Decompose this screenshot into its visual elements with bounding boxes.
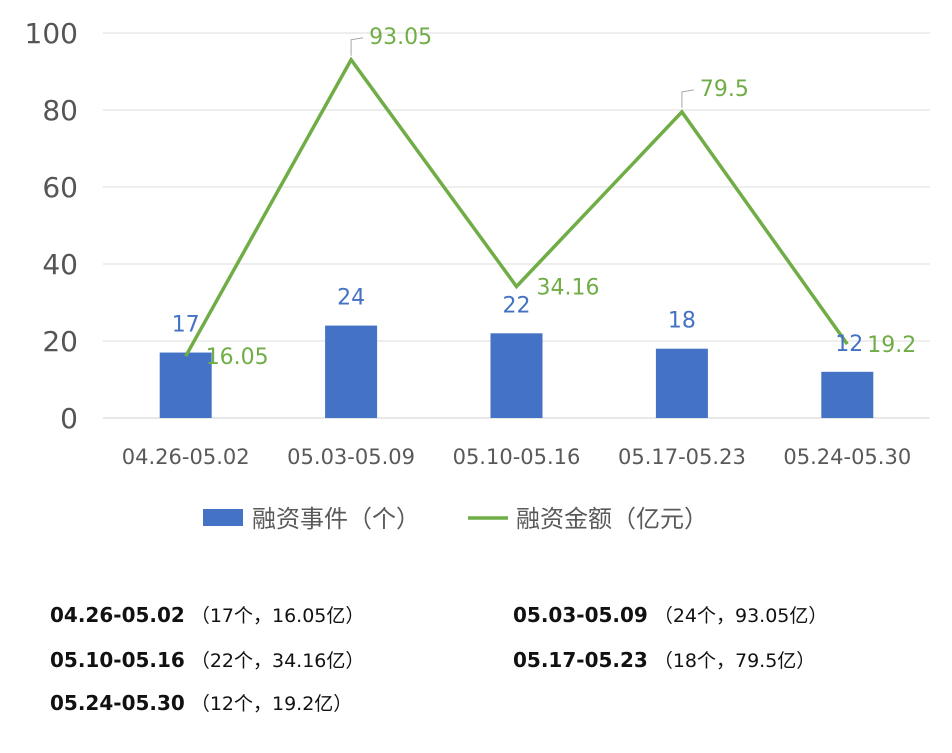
summary-item: 05.10-05.16 （22个，34.16亿） bbox=[50, 646, 364, 673]
x-tick-label: 05.17-05.23 bbox=[618, 445, 746, 469]
series-line bbox=[184, 56, 849, 358]
label-leader-line bbox=[681, 89, 694, 108]
bar-data-label: 24 bbox=[337, 286, 365, 311]
y-axis-ticks: 0 20 40 60 80 100 bbox=[25, 17, 78, 435]
summary-detail: （17个，16.05亿） bbox=[190, 605, 365, 627]
legend-bar-label: 融资事件（个） bbox=[252, 505, 420, 533]
bar-series bbox=[159, 325, 874, 418]
y-tick-label: 100 bbox=[25, 17, 78, 50]
legend-bar-swatch bbox=[203, 509, 243, 526]
y-tick-label: 0 bbox=[60, 402, 78, 435]
summary-item: 05.03-05.09 （24个，93.05亿） bbox=[513, 601, 827, 628]
y-tick-label: 80 bbox=[42, 94, 78, 127]
y-tick-label: 40 bbox=[42, 248, 78, 281]
data-labels: 17 24 22 18 12 16.05 93.05 34.16 79.5 19.2 bbox=[172, 25, 917, 370]
summary-range: 05.10-05.16 bbox=[50, 648, 185, 672]
x-tick-label: 05.03-05.09 bbox=[287, 445, 415, 469]
bar-data-label: 17 bbox=[172, 313, 200, 338]
bar bbox=[325, 325, 378, 418]
summary-detail: （24个，93.05亿） bbox=[653, 605, 828, 627]
line-data-label: 16.05 bbox=[206, 345, 269, 370]
x-axis-categories: 04.26-05.02 05.03-05.09 05.10-05.16 05.17-0… bbox=[122, 445, 911, 469]
line-data-label: 93.05 bbox=[369, 25, 432, 50]
y-tick-label: 20 bbox=[42, 325, 78, 358]
summary-range: 04.26-05.02 bbox=[50, 603, 185, 627]
bar bbox=[655, 348, 708, 418]
bar-data-label: 12 bbox=[835, 332, 863, 357]
line-data-label: 34.16 bbox=[537, 275, 600, 300]
summary-item: 05.24-05.30 （12个，19.2亿） bbox=[50, 689, 352, 716]
summary-range: 05.03-05.09 bbox=[513, 603, 648, 627]
x-tick-label: 04.26-05.02 bbox=[122, 445, 250, 469]
summary-detail: （12个，19.2亿） bbox=[190, 693, 353, 715]
summary-detail: （22个，34.16亿） bbox=[190, 650, 365, 672]
x-tick-label: 05.24-05.30 bbox=[783, 445, 911, 469]
bar-data-label: 22 bbox=[503, 293, 531, 318]
y-tick-label: 60 bbox=[42, 171, 78, 204]
gridlines bbox=[103, 32, 930, 419]
summary-item: 04.26-05.02 （17个，16.05亿） bbox=[50, 601, 364, 628]
bar bbox=[159, 352, 212, 418]
summary-detail: （18个，79.5亿） bbox=[653, 650, 816, 672]
combo-chart: 0 20 40 60 80 100 17 24 22 18 12 16.05 93.05 34.16 79… bbox=[25, 17, 930, 533]
line-data-label: 19.2 bbox=[867, 333, 916, 358]
line-series bbox=[184, 56, 849, 358]
line-data-label: 79.5 bbox=[700, 77, 749, 102]
label-leader-line bbox=[350, 37, 364, 56]
bar bbox=[490, 333, 543, 418]
legend: 融资事件（个） 融资金额（亿元） bbox=[203, 505, 708, 533]
legend-line-label: 融资金额（亿元） bbox=[516, 505, 708, 533]
summary-range: 05.24-05.30 bbox=[50, 691, 185, 715]
summary-range: 05.17-05.23 bbox=[513, 648, 648, 672]
x-tick-label: 05.10-05.16 bbox=[453, 445, 581, 469]
bar bbox=[821, 371, 874, 418]
summary-item: 05.17-05.23 （18个，79.5亿） bbox=[513, 646, 815, 673]
bar-data-label: 18 bbox=[668, 309, 696, 334]
